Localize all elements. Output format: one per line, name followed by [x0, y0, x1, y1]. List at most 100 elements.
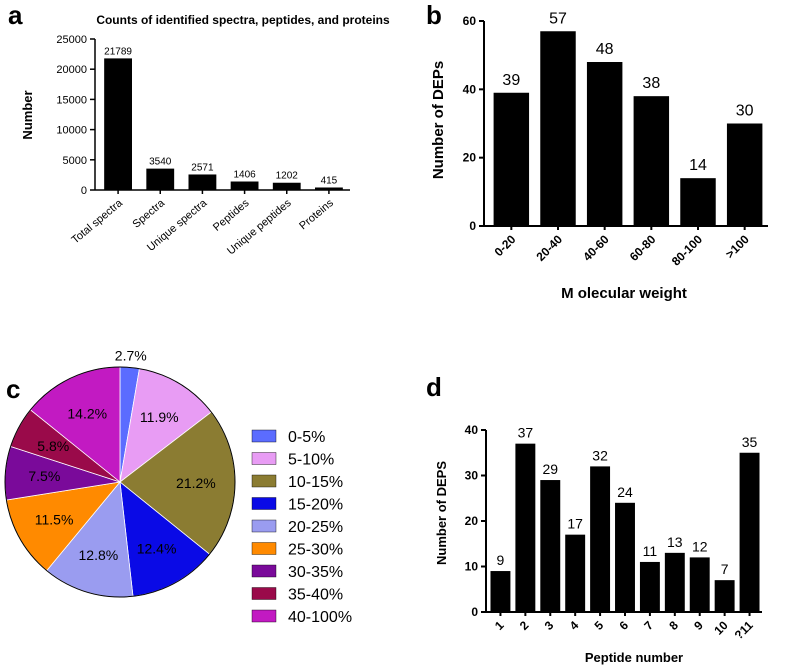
- chart-d-data-label: 17: [567, 516, 583, 532]
- legend-swatch: [251, 542, 277, 555]
- pie-outline: [4, 366, 236, 598]
- chart-d-data-label: 37: [518, 425, 534, 441]
- chart-a-ytick-label: 0: [81, 185, 87, 197]
- chart-d-bar: [615, 502, 635, 612]
- chart-b-data-label: 14: [689, 157, 707, 174]
- chart-a-ytick-label: 10000: [56, 125, 87, 137]
- chart-a-title: Counts of identified spectra, peptides, …: [96, 13, 390, 27]
- chart-a-data-label: 415: [321, 175, 338, 186]
- chart-a-bar: [315, 187, 343, 190]
- chart-b-xtick-label: 40-60: [580, 232, 612, 264]
- pie-slice-label: 7.5%: [28, 468, 60, 484]
- panel-letter-a: a: [8, 0, 23, 30]
- chart-b-ytick-label: 20: [463, 151, 477, 165]
- chart-d-data-label: 24: [617, 484, 633, 500]
- chart-a-bar: [230, 181, 259, 190]
- chart-d-bar: [664, 552, 685, 612]
- chart-d-ytick-label: 20: [465, 514, 479, 528]
- chart-a-bar: [104, 58, 132, 190]
- chart-b-data-label: 57: [549, 10, 567, 27]
- chart-d-data-label: 9: [497, 552, 505, 568]
- chart-d: Number of DEPS Peptide number 0 10 20 30 40 9…: [434, 423, 762, 665]
- chart-d-bar: [590, 466, 611, 612]
- chart-d-xtick-label: 9: [691, 618, 706, 633]
- chart-b-data-label: 39: [502, 72, 520, 89]
- chart-c: 2.7% 11.9% 21.2% 12.4% 12.8% 11.5% 7.5% 5.8% 14.…: [4, 347, 352, 626]
- chart-a: Counts of identified spectra, peptides, …: [20, 13, 390, 257]
- chart-a-bar: [272, 182, 301, 190]
- chart-b-xtick-label: 60-80: [627, 232, 659, 264]
- chart-b-data-label: 48: [596, 41, 614, 58]
- pie-slice-label: 12.4%: [137, 541, 177, 557]
- pie-slice-label: 2.7%: [115, 347, 147, 363]
- legend-label: 10-15%: [288, 474, 343, 491]
- chart-d-ytick-label: 40: [465, 423, 479, 437]
- chart-a-ytick-label: 15000: [56, 94, 87, 106]
- chart-b-bar: [540, 31, 576, 226]
- chart-a-bar: [146, 168, 175, 190]
- chart-d-ytick-label: 30: [465, 469, 479, 483]
- chart-d-xtick-label: 6: [616, 618, 631, 633]
- chart-d-xtick-label: ?11: [732, 618, 756, 642]
- legend-label: 40-100%: [288, 609, 352, 626]
- chart-d-xtick-label: 3: [542, 618, 557, 633]
- pie-slice-label: 11.5%: [35, 512, 74, 528]
- chart-d-xtick-label: 5: [592, 618, 607, 633]
- chart-d-data-label: 12: [692, 538, 708, 554]
- chart-b-xtick-label: >100: [723, 232, 752, 261]
- legend-swatch: [251, 519, 277, 533]
- panel-letter-b: b: [426, 0, 442, 30]
- chart-b-bar: [633, 96, 670, 227]
- chart-a-ytick-label: 20000: [56, 64, 87, 76]
- chart-b-bar: [680, 178, 716, 226]
- chart-b: Number of DEPs M olecular weight 0 20 40 60…: [430, 10, 768, 302]
- legend-swatch: [251, 609, 277, 623]
- legend-label: 35-40%: [288, 587, 343, 604]
- chart-b-ytick-label: 60: [463, 14, 477, 28]
- chart-a-data-label: 1202: [276, 171, 299, 182]
- chart-d-xtick-label: 4: [567, 618, 582, 633]
- legend-swatch: [251, 497, 277, 510]
- panel-letter-d: d: [426, 372, 442, 402]
- legend-swatch: [251, 587, 277, 600]
- chart-d-ylabel: Number of DEPS: [434, 461, 449, 565]
- legend-label: 25-30%: [288, 542, 343, 559]
- chart-a-xtick-label: Spectra: [130, 197, 167, 231]
- legend-swatch: [251, 564, 277, 578]
- legend-swatch: [251, 452, 277, 465]
- chart-b-xtick-label: 0-20: [492, 232, 519, 259]
- pie-slice-label: 12.8%: [79, 547, 119, 563]
- legend-swatch: [251, 429, 277, 443]
- chart-a-data-label: 1406: [233, 170, 256, 181]
- chart-d-data-label: 7: [721, 561, 729, 577]
- chart-a-xtick-label: Peptides: [211, 197, 252, 234]
- chart-b-ytick-label: 40: [463, 82, 477, 96]
- pie-slice-label: 11.9%: [140, 409, 179, 425]
- legend-label: 5-10%: [288, 452, 334, 469]
- chart-d-xlabel: Peptide number: [585, 650, 683, 665]
- legend-label: 0-5%: [288, 429, 325, 446]
- chart-b-ytick-label: 0: [469, 219, 476, 233]
- chart-b-bar: [726, 123, 763, 226]
- chart-b-data-label: 30: [736, 103, 754, 120]
- chart-a-data-label: 3540: [149, 157, 172, 168]
- pie-slice-label: 14.2%: [67, 406, 107, 422]
- pie-slice-label: 5.8%: [37, 438, 69, 454]
- legend-label: 30-35%: [288, 564, 343, 581]
- chart-a-bar: [188, 174, 217, 190]
- chart-a-ytick-label: 25000: [56, 34, 87, 46]
- chart-d-ytick-label: 0: [471, 605, 478, 619]
- chart-d-bar: [639, 561, 660, 612]
- chart-a-xtick-label: Total spectra: [70, 197, 126, 247]
- chart-a-ylabel: Number: [20, 90, 35, 139]
- legend-swatch: [251, 474, 277, 488]
- chart-d-data-label: 29: [542, 461, 558, 477]
- chart-a-data-label: 21789: [104, 46, 132, 57]
- chart-b-xtick-label: 20-40: [534, 232, 566, 264]
- chart-d-bar: [714, 580, 735, 612]
- chart-d-data-label: 11: [643, 543, 658, 559]
- chart-b-bar: [586, 62, 623, 226]
- chart-d-xtick-label: 7: [641, 618, 656, 633]
- chart-d-xtick-label: 2: [517, 618, 532, 633]
- legend-label: 20-25%: [288, 519, 343, 536]
